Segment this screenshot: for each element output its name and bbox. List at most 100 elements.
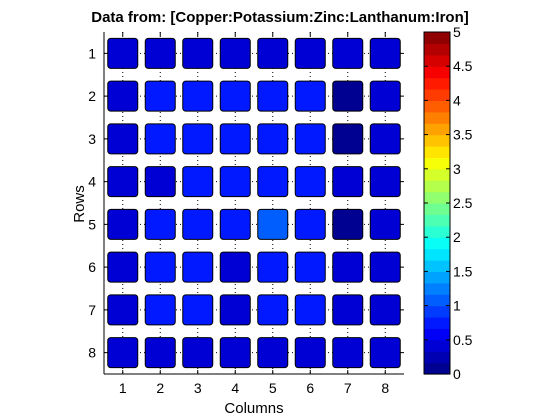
heatmap-cell (219, 337, 251, 369)
colorbar-level (424, 111, 450, 124)
colorbar-level (424, 317, 450, 329)
x-tick-label: 8 (381, 380, 389, 396)
heatmap-cell (332, 337, 364, 369)
heatmap-cell (144, 208, 176, 240)
y-tick-label: 8 (88, 345, 96, 361)
heatmap-cell (182, 251, 214, 283)
heatmap-cell (144, 337, 176, 369)
heatmap-cell (294, 37, 326, 69)
heatmap-cell (107, 208, 139, 240)
colorbar-level (424, 248, 450, 261)
heatmap-cell (369, 80, 401, 112)
heatmap-cell (257, 337, 289, 369)
heatmap-cell (369, 294, 401, 326)
colorbar-tick-label: 0 (453, 366, 461, 382)
y-axis-label: Rows (71, 185, 88, 223)
heatmap-cell (182, 208, 214, 240)
heatmap-cell (182, 337, 214, 369)
x-tick-label: 7 (344, 380, 352, 396)
x-tick-label: 4 (231, 380, 239, 396)
heatmap-cell (107, 123, 139, 155)
colorbar-tick-label: 1 (453, 298, 461, 314)
x-axis-label: Columns (224, 400, 283, 417)
heatmap-cell (369, 337, 401, 369)
chart-title: Data from: [Copper:Potassium:Zinc:Lantha… (91, 9, 469, 26)
heatmap-cell (369, 251, 401, 283)
heatmap-cell (144, 123, 176, 155)
heatmap-cell (182, 123, 214, 155)
colorbar-level (424, 89, 450, 101)
heatmap-cell (182, 80, 214, 112)
heatmap-cell (369, 123, 401, 155)
heatmap-cell (257, 166, 289, 198)
heatmap-cell (219, 80, 251, 112)
x-tick-label: 3 (194, 380, 202, 396)
heatmap-cell (144, 37, 176, 69)
colorbar-level (424, 351, 450, 364)
colorbar-level (424, 180, 450, 193)
heatmap-cell (294, 294, 326, 326)
colorbar-level (424, 214, 450, 227)
y-tick-label: 4 (88, 174, 96, 190)
heatmap-cell (219, 123, 251, 155)
colorbar-level (424, 191, 450, 204)
heatmap-cell (182, 37, 214, 69)
heatmap-cell (294, 251, 326, 283)
colorbar-tick-label: 2.5 (453, 195, 473, 211)
heatmap-cell (182, 166, 214, 198)
colorbar: 0 0.5 1 1.5 2 2.5 3 3.5 4 4.5 5 (423, 24, 473, 382)
colorbar-tick-label: 3 (453, 161, 461, 177)
colorbar-level (424, 77, 450, 90)
colorbar-tick-label: 2 (453, 229, 461, 245)
heatmap-cell (332, 294, 364, 326)
heatmap-cell (219, 208, 251, 240)
colorbar-level (424, 146, 450, 158)
colorbar-level (424, 203, 450, 215)
heatmap-cell (294, 337, 326, 369)
heatmap-cell (107, 37, 139, 69)
heatmap-cell (332, 166, 364, 198)
heatmap-cell (257, 80, 289, 112)
heatmap-cell (219, 294, 251, 326)
heatmap-cell (144, 294, 176, 326)
colorbar-level (424, 66, 450, 79)
heatmap-cell (107, 80, 139, 112)
y-tick-label: 7 (88, 302, 96, 318)
colorbar-level (424, 305, 450, 318)
heatmap-cell (332, 123, 364, 155)
colorbar-level (424, 282, 450, 295)
colorbar-level (424, 362, 450, 375)
colorbar-tick-label: 3.5 (453, 127, 473, 143)
heatmap-cell (144, 251, 176, 283)
heatmap-cell (294, 166, 326, 198)
colorbar-level (424, 271, 450, 284)
colorbar-level (424, 43, 450, 56)
heatmap-cell (107, 166, 139, 198)
heatmap-cell (332, 80, 364, 112)
y-tick-label: 1 (88, 45, 96, 61)
colorbar-level (424, 260, 450, 272)
heatmap-cell (369, 37, 401, 69)
y-tick-label: 3 (88, 131, 96, 147)
x-tick-label: 2 (156, 380, 164, 396)
heatmap-cell (257, 294, 289, 326)
heatmap-cell (219, 37, 251, 69)
colorbar-level (424, 54, 450, 67)
heatmap-cell (182, 294, 214, 326)
colorbar-level (424, 100, 450, 113)
heatmap-cell (219, 166, 251, 198)
heatmap-cell (107, 294, 139, 326)
colorbar-level (424, 294, 450, 307)
y-tick-label: 2 (88, 88, 96, 104)
heatmap-cell (294, 123, 326, 155)
y-tick-label: 5 (88, 216, 96, 232)
colorbar-level (424, 225, 450, 238)
heatmap-cell (332, 251, 364, 283)
heatmap-cell (257, 251, 289, 283)
colorbar-level (424, 328, 450, 341)
heatmap-cell (257, 123, 289, 155)
x-tick-label: 5 (269, 380, 277, 396)
colorbar-tick-label: 1.5 (453, 263, 473, 279)
heatmap-cell (219, 251, 251, 283)
